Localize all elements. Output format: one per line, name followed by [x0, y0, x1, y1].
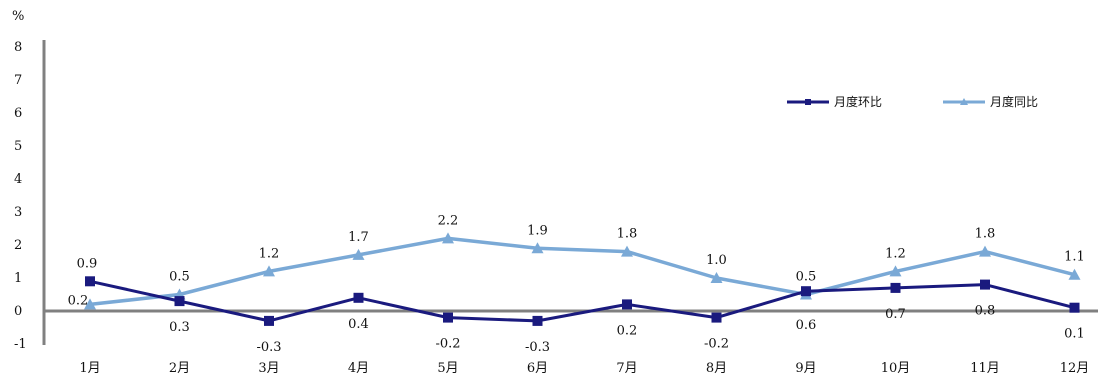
- x-tick-label: 12月: [1060, 361, 1090, 376]
- data-label-yoy: 1.0: [706, 253, 727, 268]
- data-label-mom: 0.1: [1064, 327, 1085, 342]
- data-label-mom: 0.8: [975, 304, 996, 319]
- data-label-yoy: 1.7: [348, 230, 369, 245]
- y-tick-label: 6: [14, 106, 22, 121]
- series-line-mom: [89, 279, 1075, 323]
- data-label-yoy: 1.8: [975, 227, 996, 242]
- data-label-mom: 0.6: [796, 318, 817, 333]
- data-label-yoy: 2.2: [438, 213, 459, 228]
- x-tick-label: 3月: [258, 361, 279, 376]
- y-tick-label: 0: [14, 304, 22, 319]
- x-tick-label: 8月: [706, 361, 727, 376]
- data-point-mom: [890, 282, 901, 293]
- data-labels: 0.9 0.5 1.2 1.7 2.2 1.9 1.8 1.0 0.5 1.2 1.8 1.1 0.2 0…: [68, 213, 1085, 355]
- data-label-mom: 0.2: [617, 323, 638, 338]
- data-point-mom: [622, 299, 632, 310]
- data-label-mom: 0.2: [68, 293, 89, 308]
- legend-marker-yoy: [960, 98, 968, 105]
- data-point-yoy: [442, 232, 454, 244]
- x-tick-label: 10月: [881, 361, 911, 376]
- data-point-mom: [532, 315, 543, 326]
- data-point-yoy: [352, 248, 365, 260]
- data-label-yoy: 1.2: [885, 246, 906, 261]
- series-line-yoy: [89, 236, 1075, 307]
- data-label-yoy: 0.5: [169, 270, 190, 285]
- data-point-mom: [353, 292, 364, 303]
- x-tick-label: 6月: [527, 361, 548, 376]
- legend: 月度环比 月度同比: [787, 94, 1038, 109]
- x-tick-label: 5月: [437, 361, 458, 376]
- data-point-mom: [1069, 302, 1080, 313]
- data-point-mom: [801, 286, 811, 297]
- data-label-yoy: 0.5: [796, 270, 817, 285]
- y-tick-label: -1: [14, 337, 27, 352]
- data-label-mom: 0.7: [885, 307, 906, 322]
- data-label-mom: -0.3: [525, 340, 550, 355]
- data-point-yoy: [889, 265, 902, 277]
- data-point-yoy: [1068, 268, 1081, 280]
- data-point-yoy: [84, 298, 96, 310]
- y-tick-label: 4: [14, 172, 22, 187]
- data-point-mom: [85, 276, 95, 287]
- data-label-yoy: 1.2: [259, 246, 280, 261]
- x-tick-label: 7月: [616, 361, 637, 376]
- data-point-mom: [711, 312, 722, 323]
- y-tick-label: 1: [14, 271, 22, 286]
- series-layer: [84, 232, 1081, 326]
- y-tick-label: 3: [14, 205, 22, 220]
- data-point-mom: [264, 315, 274, 326]
- x-tick-label: 1月: [79, 361, 100, 376]
- data-label-mom: 0.4: [348, 317, 369, 332]
- data-label-yoy: 1.8: [617, 227, 638, 242]
- y-tick-label: 7: [14, 73, 22, 88]
- data-point-yoy: [263, 265, 275, 277]
- data-label-mom: -0.2: [435, 337, 460, 352]
- data-label-mom: -0.3: [256, 340, 281, 355]
- y-axis-ticks: 8 7 6 5 4 3 2 1 0 -1: [14, 40, 27, 352]
- legend-label-mom: 月度环比: [834, 94, 882, 109]
- data-point-mom: [980, 279, 990, 290]
- y-tick-label: 5: [14, 139, 22, 154]
- data-point-yoy: [979, 245, 991, 257]
- data-label-yoy: 1.1: [1064, 250, 1085, 265]
- x-axis-ticks: 1月 2月 3月 4月 5月 6月 7月 8月 9月 10月 11月 12月: [79, 361, 1089, 376]
- data-label-yoy: 1.9: [527, 223, 548, 238]
- y-tick-label: 2: [14, 238, 22, 253]
- y-tick-label: 8: [14, 40, 22, 55]
- x-tick-label: 11月: [970, 361, 1000, 376]
- legend-item-yoy: 月度同比: [943, 94, 1038, 109]
- legend-label-yoy: 月度同比: [990, 94, 1038, 109]
- data-point-mom: [174, 296, 185, 307]
- data-label-yoy: 0.9: [77, 256, 98, 271]
- x-tick-label: 9月: [795, 361, 816, 376]
- data-point-yoy: [531, 242, 544, 254]
- data-label-mom: -0.2: [704, 337, 729, 352]
- data-point-yoy: [621, 245, 633, 257]
- x-tick-label: 2月: [169, 361, 190, 376]
- y-axis-unit-label: %: [12, 9, 24, 24]
- data-point-yoy: [710, 272, 723, 283]
- data-label-mom: 0.3: [169, 320, 190, 335]
- data-point-mom: [443, 312, 453, 323]
- legend-item-mom: 月度环比: [787, 94, 882, 109]
- x-tick-label: 4月: [348, 361, 369, 376]
- legend-marker-mom: [805, 99, 811, 105]
